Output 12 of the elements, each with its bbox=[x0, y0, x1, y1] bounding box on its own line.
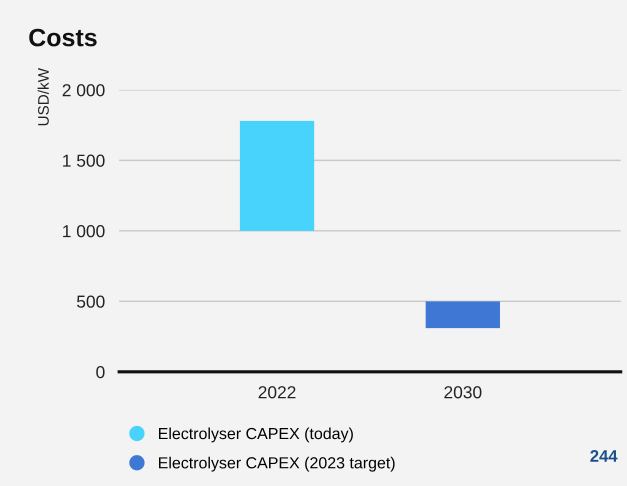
y-tick-label: 1 000 bbox=[63, 225, 105, 238]
legend-label: Electrolyser CAPEX (2023 target) bbox=[159, 456, 395, 472]
y-tick-label: 500 bbox=[76, 295, 105, 308]
x-tick-label: 2022 bbox=[258, 386, 296, 398]
y-tick-label: 0 bbox=[96, 366, 105, 378]
y-tick-label: 1 500 bbox=[63, 154, 105, 167]
x-tick-label: 2030 bbox=[444, 386, 482, 398]
y-axis-title: USD/kW bbox=[38, 68, 49, 126]
text: 244 bbox=[590, 450, 618, 462]
y-tick-label: 2 000 bbox=[62, 84, 105, 96]
legend-label: Electrolyser CAPEX (today) bbox=[159, 427, 353, 442]
chart-title: Costs bbox=[29, 28, 97, 46]
